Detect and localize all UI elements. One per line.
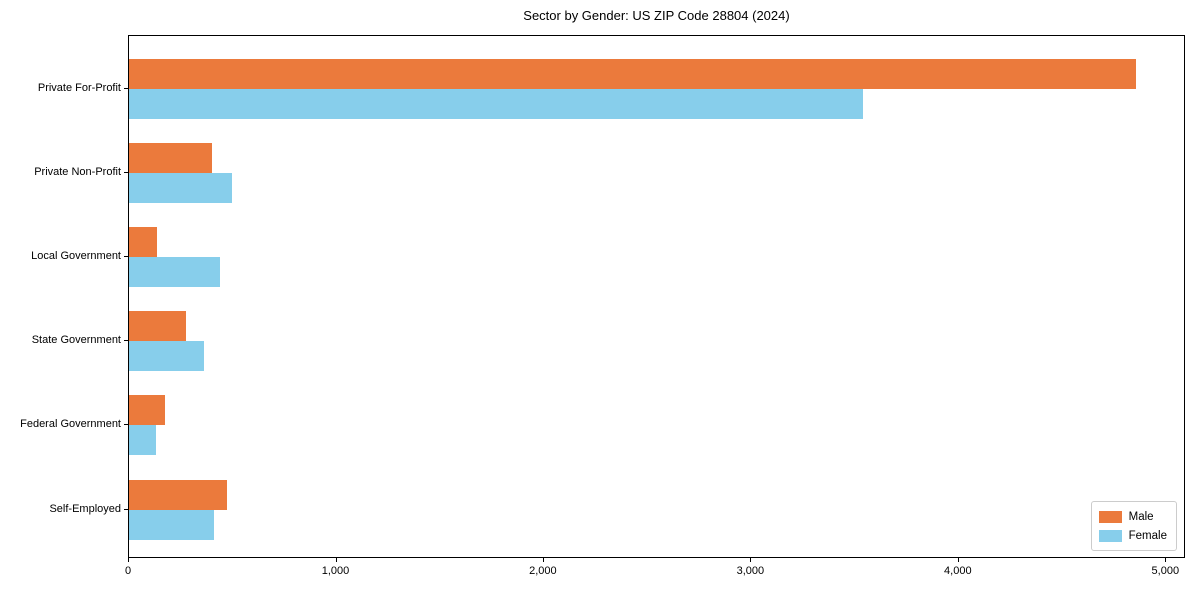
bar-male-5 — [129, 479, 227, 510]
bar-female-4 — [129, 425, 156, 456]
ytick-label-5: Self-Employed — [49, 502, 121, 515]
legend-swatch-male — [1098, 510, 1122, 523]
xtick-mark-1 — [335, 558, 337, 562]
xtick-mark-0 — [128, 558, 129, 562]
ytick-mark-1 — [124, 172, 128, 174]
legend-item-female: Female — [1098, 526, 1167, 545]
xtick-label-1: 1,000 — [321, 565, 350, 577]
xtick-label-0: 0 — [124, 565, 132, 577]
legend-label-female: Female — [1128, 529, 1167, 542]
xtick-label-2: 2,000 — [529, 565, 557, 577]
bar-male-2 — [129, 227, 157, 258]
legend: Male Female — [1090, 501, 1177, 551]
ytick-label-4: Federal Government — [20, 418, 121, 431]
legend-swatch-female — [1098, 529, 1122, 542]
xtick-mark-2 — [542, 558, 544, 562]
ytick-mark-0 — [124, 88, 128, 89]
bar-male-4 — [129, 395, 166, 426]
bar-male-0 — [129, 59, 1137, 89]
legend-item-male: Male — [1098, 507, 1167, 526]
bar-female-5 — [129, 509, 215, 540]
xtick-label-4: 4,000 — [944, 565, 972, 577]
ytick-label-3: State Government — [31, 334, 121, 347]
ytick-mark-4 — [124, 424, 128, 426]
bar-female-0 — [129, 89, 864, 119]
ytick-mark-2 — [124, 256, 128, 258]
xtick-label-3: 3,000 — [736, 565, 765, 577]
plot-area: Male Female — [128, 35, 1185, 558]
bar-female-3 — [129, 341, 204, 372]
bar-female-1 — [129, 173, 232, 204]
xtick-mark-5 — [1165, 558, 1167, 562]
chart-title: Sector by Gender: US ZIP Code 28804 (202… — [523, 8, 790, 23]
bar-female-2 — [129, 257, 221, 288]
bar-male-1 — [129, 143, 212, 174]
ytick-label-1: Private Non-Profit — [34, 166, 121, 179]
ytick-label-0: Private For-Profit — [37, 82, 121, 94]
xtick-mark-3 — [750, 558, 752, 562]
legend-label-male: Male — [1128, 510, 1154, 523]
xtick-label-5: 5,000 — [1151, 565, 1180, 577]
xtick-mark-4 — [957, 558, 959, 562]
ytick-mark-3 — [124, 340, 128, 342]
ytick-label-2: Local Government — [31, 250, 121, 263]
bar-male-3 — [129, 311, 187, 342]
ytick-mark-5 — [124, 508, 128, 510]
